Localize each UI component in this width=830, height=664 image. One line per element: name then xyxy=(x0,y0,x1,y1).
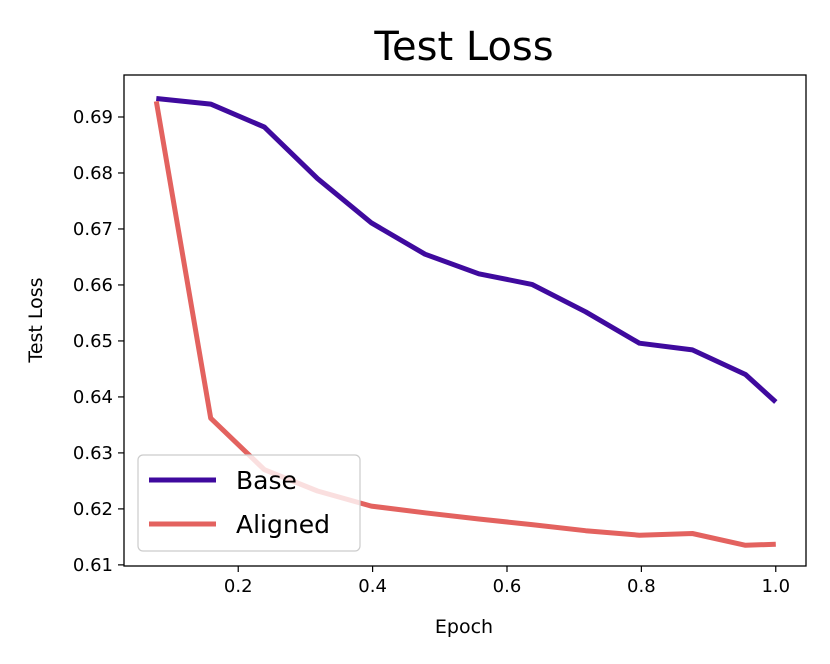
legend: Base Aligned xyxy=(137,454,361,552)
y-tick-label: 0.62 xyxy=(73,499,113,520)
y-tick-label: 0.66 xyxy=(73,275,113,296)
x-tick-label: 1.0 xyxy=(761,576,790,597)
chart-title: Test Loss xyxy=(373,24,553,70)
data-point-base xyxy=(423,252,428,257)
y-tick-label: 0.67 xyxy=(73,219,113,240)
x-axis-label: Epoch xyxy=(435,616,493,638)
data-point-aligned xyxy=(743,543,748,548)
data-point-base xyxy=(773,400,778,405)
y-tick-label: 0.68 xyxy=(73,163,113,184)
data-point-aligned xyxy=(529,522,534,527)
y-tick-label: 0.63 xyxy=(73,443,113,464)
y-axis-label: Test Loss xyxy=(25,277,47,363)
data-point-base xyxy=(476,271,481,276)
y-tick-label: 0.61 xyxy=(73,555,113,576)
data-point-aligned xyxy=(369,504,374,509)
series-line-base xyxy=(156,96,778,404)
data-point-base xyxy=(637,341,642,346)
x-tick-label: 0.8 xyxy=(627,576,656,597)
data-point-base xyxy=(743,372,748,377)
data-point-aligned xyxy=(154,99,159,104)
data-point-aligned xyxy=(637,533,642,538)
data-point-aligned xyxy=(583,528,588,533)
data-point-base xyxy=(369,220,374,225)
data-point-base xyxy=(690,347,695,352)
axes: 0.2 0.4 0.6 0.8 1.0 0.61 0.62 0.63 0.64 0.65 0.66 0… xyxy=(73,74,807,597)
y-tick-label: 0.69 xyxy=(73,107,113,128)
data-point-base xyxy=(529,282,534,287)
data-point-aligned xyxy=(773,542,778,547)
y-tick-label: 0.65 xyxy=(73,331,113,352)
y-tick-label: 0.64 xyxy=(73,387,113,408)
x-tick-label: 0.6 xyxy=(493,576,522,597)
plot-frame xyxy=(123,74,807,567)
legend-label-aligned: Aligned xyxy=(236,510,330,539)
data-point-aligned xyxy=(690,531,695,536)
data-point-base xyxy=(315,176,320,181)
data-point-aligned xyxy=(423,510,428,515)
legend-label-base: Base xyxy=(236,466,297,495)
data-point-base xyxy=(208,102,213,107)
data-point-aligned xyxy=(208,416,213,421)
x-tick-label: 0.4 xyxy=(358,576,387,597)
data-point-base xyxy=(583,309,588,314)
x-tick-label: 0.2 xyxy=(224,576,253,597)
data-point-base xyxy=(262,125,267,130)
data-point-aligned xyxy=(476,517,481,522)
